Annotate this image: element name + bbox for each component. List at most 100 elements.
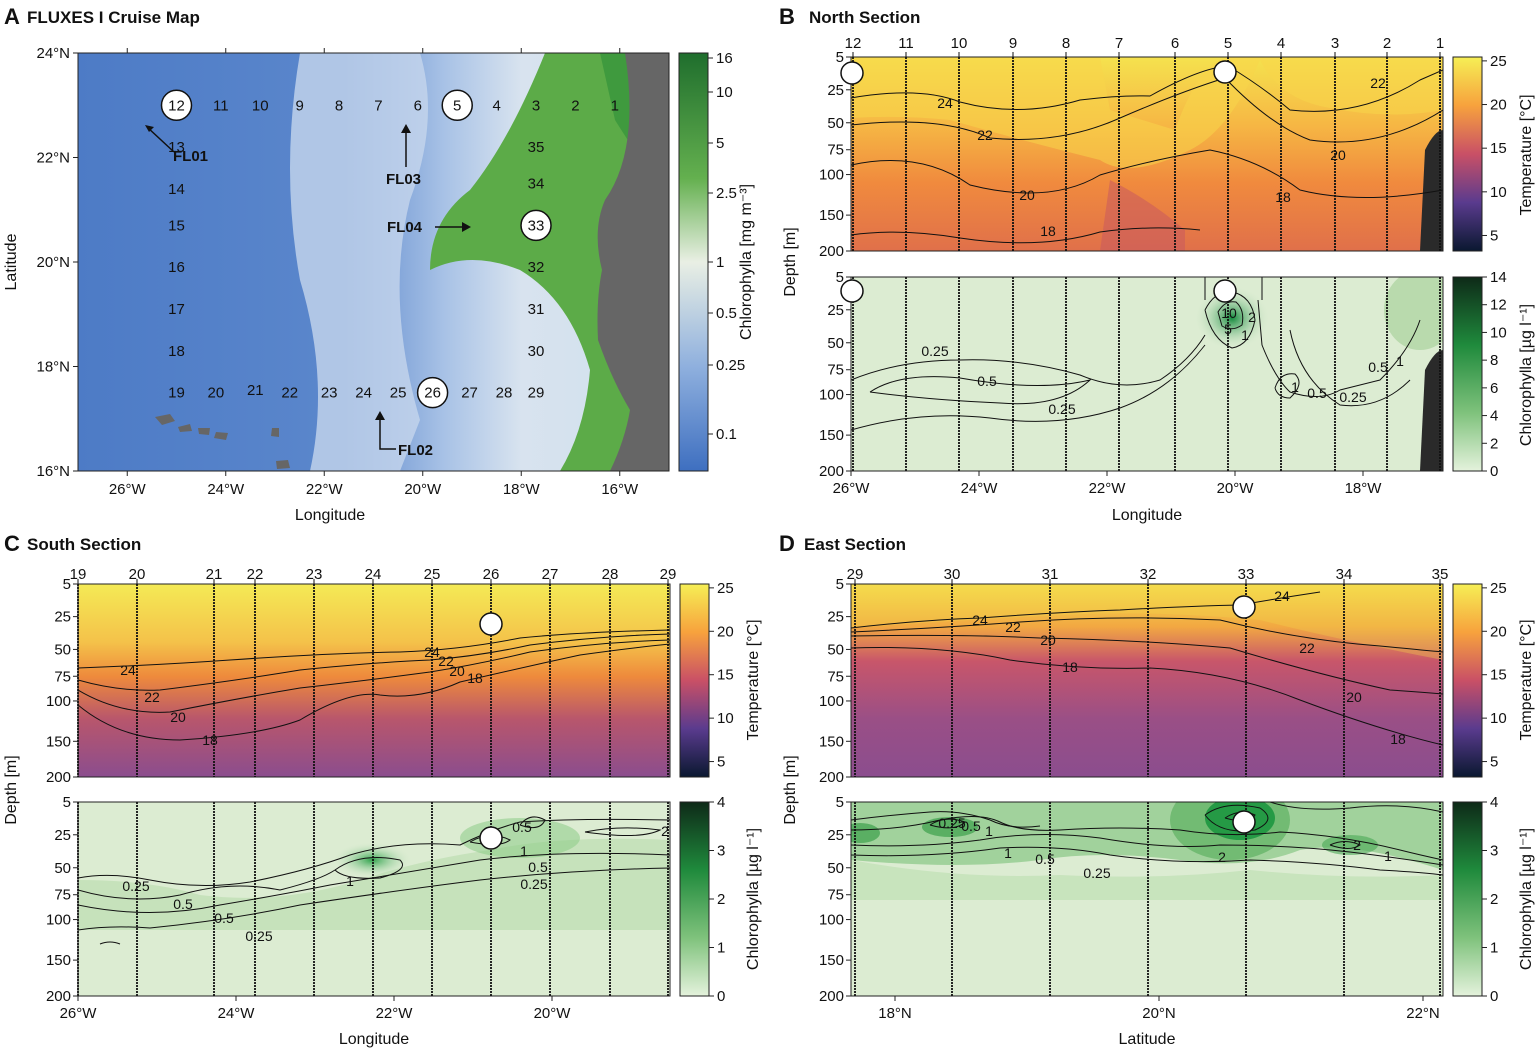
contour-label: 20 xyxy=(1019,187,1035,203)
x-tick-label: 20°N xyxy=(1142,1005,1176,1022)
contour-label: 0.25 xyxy=(1048,401,1075,417)
depth-tick-label: 50 xyxy=(827,860,844,877)
depth-tick-label: 50 xyxy=(827,335,844,352)
east-temp-colorbar-label: Temperature [°C] xyxy=(1518,619,1535,740)
section-station-label: 4 xyxy=(1277,35,1285,52)
section-station-label: 1 xyxy=(1436,35,1444,52)
float-marker-fl04 xyxy=(1232,595,1256,619)
section-station-label: 24 xyxy=(365,566,382,583)
station-label-10: 10 xyxy=(252,97,269,114)
contour-label: 0.5 xyxy=(528,859,548,875)
map-axis-ticks: 26°W 24°W 22°W 20°W 18°W 16°W 24°N 22°N 20°N 18°N… xyxy=(36,45,639,498)
station-label-5: 5 xyxy=(453,97,461,114)
contour-label: 24 xyxy=(424,644,440,660)
contour-label: 0.25 xyxy=(1083,865,1110,881)
station-label-28: 28 xyxy=(496,385,513,402)
station-marker-5 xyxy=(441,89,473,121)
depth-tick-label: 100 xyxy=(46,912,71,929)
float-marker-fl04-chl xyxy=(1232,810,1256,834)
station-label-35: 35 xyxy=(528,139,545,156)
station-label-31: 31 xyxy=(528,301,545,318)
depth-tick-label: 25 xyxy=(827,82,844,99)
depth-tick-label: 100 xyxy=(819,387,844,404)
contour-label: 2 xyxy=(1248,309,1256,325)
panel-d-title: East Section xyxy=(804,535,906,554)
station-label-29: 29 xyxy=(528,385,545,402)
map-land xyxy=(597,53,669,471)
cbar-tick-label: 3 xyxy=(1490,843,1498,860)
label-fl02: FL02 xyxy=(398,442,433,459)
station-label-17: 17 xyxy=(168,301,185,318)
cbar-tick-label: 5 xyxy=(717,754,725,771)
cape-verde-islands xyxy=(155,414,290,469)
cbar-tick-label: 20 xyxy=(717,623,734,640)
depth-tick-label: 25 xyxy=(54,609,71,626)
contour-label: 18 xyxy=(1275,189,1291,205)
contour-label: 1 xyxy=(1291,379,1299,395)
contour-label: 24 xyxy=(1274,588,1290,604)
map-cbar-tick-label: 1 xyxy=(716,254,724,271)
contour-label: 18 xyxy=(1062,659,1078,675)
south-chl-colorbar xyxy=(679,801,710,997)
contour-label: 0.25 xyxy=(122,878,149,894)
south-xlabel: Longitude xyxy=(339,1031,409,1048)
depth-tick-label: 75 xyxy=(827,887,844,904)
station-label-1: 1 xyxy=(611,97,619,114)
depth-tick-label: 150 xyxy=(819,207,844,224)
cbar-tick-label: 6 xyxy=(1490,380,1498,397)
float-marker-fl02 xyxy=(479,612,503,636)
station-label-34: 34 xyxy=(528,176,545,193)
contour-label: 0.5 xyxy=(977,373,997,389)
station-marker-26 xyxy=(416,376,449,409)
depth-tick-label: 75 xyxy=(827,142,844,159)
contour-label: 1 xyxy=(985,823,993,839)
depth-tick-label: 50 xyxy=(827,115,844,132)
section-station-label: 31 xyxy=(1042,566,1059,583)
section-station-label: 28 xyxy=(602,566,619,583)
map-cbar-tick-label: 0.5 xyxy=(716,305,737,322)
station-label-21: 21 xyxy=(247,382,264,399)
section-station-label: 19 xyxy=(70,566,87,583)
contour-label: 20 xyxy=(170,709,186,725)
x-tick-label: 18°N xyxy=(878,1005,912,1022)
panel-a-map: A FLUXES I Cruise Map 26°W 24°W 22°W 20°W 18… xyxy=(3,4,755,524)
section-station-label: 21 xyxy=(206,566,223,583)
cbar-tick-label: 14 xyxy=(1490,269,1507,286)
depth-tick-label: 25 xyxy=(54,827,71,844)
section-station-label: 7 xyxy=(1115,35,1123,52)
cbar-tick-label: 25 xyxy=(717,580,734,597)
section-station-label: 8 xyxy=(1062,35,1070,52)
cbar-tick-label: 10 xyxy=(717,710,734,727)
x-tick-label: 18°W xyxy=(1345,480,1383,497)
station-label-18: 18 xyxy=(168,343,185,360)
depth-tick-label: 75 xyxy=(54,887,71,904)
section-station-label: 29 xyxy=(847,566,864,583)
north-chl-colorbar xyxy=(1452,276,1483,472)
contour-label: 0.5 xyxy=(961,818,981,834)
section-station-label: 29 xyxy=(660,566,677,583)
depth-tick-label: 200 xyxy=(819,988,844,1005)
south-ylabel: Depth [m] xyxy=(3,755,20,824)
contour-label: 22 xyxy=(1370,75,1386,91)
section-station-label: 27 xyxy=(542,566,559,583)
contour-label: 20 xyxy=(1040,632,1056,648)
contour-label: 18 xyxy=(467,670,483,686)
panel-b-north: B North Section xyxy=(779,4,1535,524)
depth-tick-label: 150 xyxy=(46,733,71,750)
contour-label: 0.25 xyxy=(1339,389,1366,405)
depth-tick-label: 200 xyxy=(819,769,844,786)
contour-label: 22 xyxy=(144,689,160,705)
map-ytick-label: 18°N xyxy=(36,359,70,376)
north-temp-colorbar xyxy=(1452,56,1483,252)
cbar-tick-label: 3 xyxy=(717,843,725,860)
south-temp-colorbar-label: Temperature [°C] xyxy=(745,619,762,740)
cbar-tick-label: 0 xyxy=(1490,988,1498,1005)
station-label-30: 30 xyxy=(528,343,545,360)
station-label-3: 3 xyxy=(532,97,540,114)
x-tick-label: 20°W xyxy=(1217,480,1255,497)
contour-label: 22 xyxy=(438,653,454,669)
section-station-label: 20 xyxy=(129,566,146,583)
contour-label: 18 xyxy=(1040,223,1056,239)
map-ytick-label: 20°N xyxy=(36,254,70,271)
